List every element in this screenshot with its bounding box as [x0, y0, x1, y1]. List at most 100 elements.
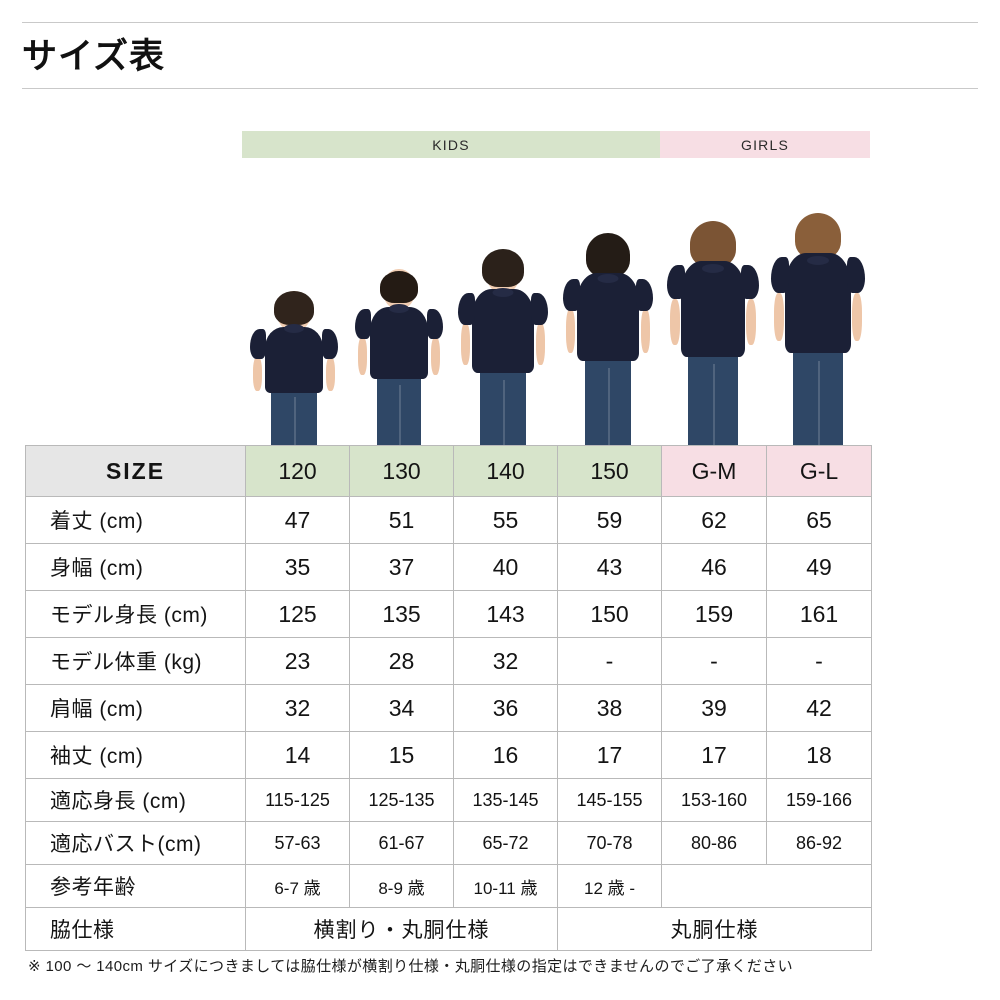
cell-sodetake-140: 16	[453, 731, 558, 779]
table-row-kitake: 着丈 (cm) 47 51 55 59 62 65	[25, 496, 872, 544]
row-label-mihaba: 身幅 (cm)	[25, 543, 246, 591]
cell-sodetake-120: 14	[245, 731, 350, 779]
model-photo-gl	[765, 200, 870, 445]
cell-kitake-gm: 62	[661, 496, 767, 544]
cell-fit-height-gl: 159-166	[766, 778, 872, 822]
cell-model-height-gm: 159	[661, 590, 767, 638]
cell-age-girls-empty	[661, 864, 872, 908]
cell-sodetake-130: 15	[349, 731, 454, 779]
cell-side-spec-kids: 横割り・丸胴仕様	[245, 907, 558, 951]
header-col-gm: G-M	[661, 445, 767, 497]
cell-sodetake-150: 17	[557, 731, 662, 779]
cell-katahaba-130: 34	[349, 684, 454, 732]
cell-kitake-130: 51	[349, 496, 454, 544]
table-row-side-spec: 脇仕様 横割り・丸胴仕様 丸胴仕様	[25, 907, 872, 951]
header-col-120: 120	[245, 445, 350, 497]
row-label-katahaba: 肩幅 (cm)	[25, 684, 246, 732]
header-col-gl: G-L	[766, 445, 872, 497]
table-row-katahaba: 肩幅 (cm) 32 34 36 38 39 42	[25, 684, 872, 732]
cell-sodetake-gl: 18	[766, 731, 872, 779]
category-banner-kids: KIDS	[242, 131, 660, 158]
table-row-fit-bust: 適応バスト(cm) 57-63 61-67 65-72 70-78 80-86 …	[25, 821, 872, 865]
cell-age-120: 6-7 歳	[245, 864, 350, 908]
header-size-label: SIZE	[25, 445, 246, 497]
size-spec-table: SIZE 120 130 140 150 G-M G-L 着丈 (cm) 47 …	[25, 445, 872, 951]
page-title: サイズ表	[22, 37, 165, 76]
cell-mihaba-140: 40	[453, 543, 558, 591]
cell-fit-bust-gl: 86-92	[766, 821, 872, 865]
cell-fit-height-120: 115-125	[245, 778, 350, 822]
row-label-model-weight: モデル体重 (kg)	[25, 637, 246, 685]
cell-mihaba-130: 37	[349, 543, 454, 591]
cell-katahaba-150: 38	[557, 684, 662, 732]
row-label-fit-bust: 適応バスト(cm)	[25, 821, 246, 865]
cell-model-height-130: 135	[349, 590, 454, 638]
header-col-130: 130	[349, 445, 454, 497]
cell-kitake-150: 59	[557, 496, 662, 544]
table-row-fit-height: 適応身長 (cm) 115-125 125-135 135-145 145-15…	[25, 778, 872, 822]
cell-fit-height-140: 135-145	[453, 778, 558, 822]
cell-fit-height-150: 145-155	[557, 778, 662, 822]
cell-model-weight-gm: -	[661, 637, 767, 685]
cell-fit-height-gm: 153-160	[661, 778, 767, 822]
cell-mihaba-gl: 49	[766, 543, 872, 591]
header-col-140: 140	[453, 445, 558, 497]
cell-mihaba-120: 35	[245, 543, 350, 591]
model-photo-120	[242, 200, 347, 445]
model-photo-strip	[242, 200, 870, 445]
model-photo-150	[556, 200, 661, 445]
row-label-side-spec: 脇仕様	[25, 907, 246, 951]
category-banner-girls-label: GIRLS	[740, 136, 789, 153]
footnote-text: ※ 100 〜 140cm サイズにつきましては脇仕様が横割り仕様・丸胴仕様の指…	[28, 958, 794, 975]
cell-katahaba-120: 32	[245, 684, 350, 732]
cell-model-height-150: 150	[557, 590, 662, 638]
category-banner-girls: GIRLS	[660, 131, 870, 158]
cell-model-weight-140: 32	[453, 637, 558, 685]
cell-age-150: 12 歳 -	[557, 864, 662, 908]
cell-katahaba-gl: 42	[766, 684, 872, 732]
row-label-reference-age: 参考年齢	[25, 864, 246, 908]
cell-model-weight-120: 23	[245, 637, 350, 685]
header-col-150: 150	[557, 445, 662, 497]
table-header-row: SIZE 120 130 140 150 G-M G-L	[25, 445, 872, 497]
cell-sodetake-gm: 17	[661, 731, 767, 779]
cell-mihaba-150: 43	[557, 543, 662, 591]
cell-katahaba-140: 36	[453, 684, 558, 732]
cell-model-height-120: 125	[245, 590, 350, 638]
model-photo-140	[451, 200, 556, 445]
cell-katahaba-gm: 39	[661, 684, 767, 732]
row-label-model-height: モデル身長 (cm)	[25, 590, 246, 638]
cell-model-weight-gl: -	[766, 637, 872, 685]
cell-fit-height-130: 125-135	[349, 778, 454, 822]
cell-side-spec-girls: 丸胴仕様	[557, 907, 872, 951]
row-label-sodetake: 袖丈 (cm)	[25, 731, 246, 779]
table-row-sodetake: 袖丈 (cm) 14 15 16 17 17 18	[25, 731, 872, 779]
cell-fit-bust-120: 57-63	[245, 821, 350, 865]
cell-fit-bust-gm: 80-86	[661, 821, 767, 865]
title-divider-top	[22, 22, 978, 23]
cell-model-weight-130: 28	[349, 637, 454, 685]
cell-age-130: 8-9 歳	[349, 864, 454, 908]
table-row-reference-age: 参考年齢 6-7 歳 8-9 歳 10-11 歳 12 歳 -	[25, 864, 872, 908]
row-label-kitake: 着丈 (cm)	[25, 496, 246, 544]
table-row-model-weight: モデル体重 (kg) 23 28 32 - - -	[25, 637, 872, 685]
cell-fit-bust-130: 61-67	[349, 821, 454, 865]
table-row-model-height: モデル身長 (cm) 125 135 143 150 159 161	[25, 590, 872, 638]
cell-kitake-gl: 65	[766, 496, 872, 544]
category-banner-kids-label: KIDS	[432, 136, 470, 153]
cell-model-height-gl: 161	[766, 590, 872, 638]
cell-age-140: 10-11 歳	[453, 864, 558, 908]
cell-kitake-140: 55	[453, 496, 558, 544]
cell-fit-bust-140: 65-72	[453, 821, 558, 865]
cell-kitake-120: 47	[245, 496, 350, 544]
table-row-mihaba: 身幅 (cm) 35 37 40 43 46 49	[25, 543, 872, 591]
cell-mihaba-gm: 46	[661, 543, 767, 591]
model-photo-gm	[660, 200, 765, 445]
row-label-fit-height: 適応身長 (cm)	[25, 778, 246, 822]
cell-model-height-140: 143	[453, 590, 558, 638]
model-photo-130	[347, 200, 452, 445]
title-divider-bottom	[22, 88, 978, 89]
cell-fit-bust-150: 70-78	[557, 821, 662, 865]
cell-model-weight-150: -	[557, 637, 662, 685]
